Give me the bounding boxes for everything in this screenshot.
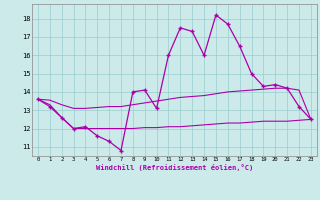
X-axis label: Windchill (Refroidissement éolien,°C): Windchill (Refroidissement éolien,°C)	[96, 164, 253, 171]
